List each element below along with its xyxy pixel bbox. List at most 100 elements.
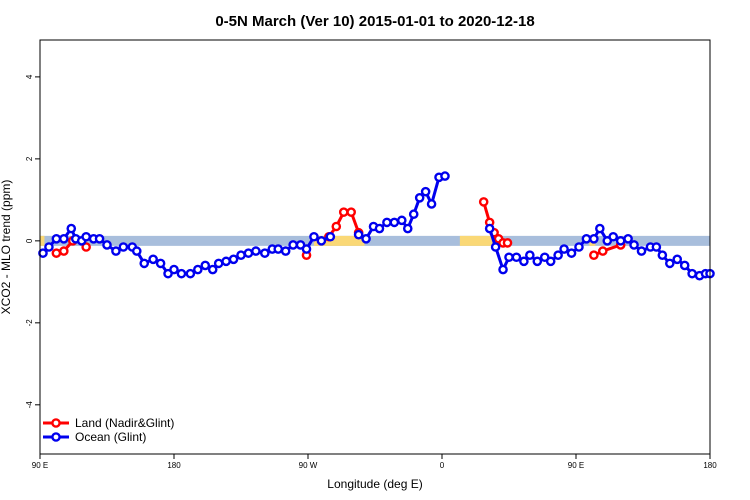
ocean-data-point <box>251 246 261 256</box>
ocean-data-point <box>213 258 224 269</box>
ocean-data-point <box>207 264 218 275</box>
ocean-data-point <box>657 250 668 260</box>
ocean-data-point <box>636 246 647 256</box>
ocean-data-point <box>498 264 508 275</box>
ocean-data-point <box>131 246 142 256</box>
ocean-data-point <box>288 240 298 250</box>
land-data-point <box>81 242 91 252</box>
ocean-data-point <box>389 217 400 228</box>
ocean-data-point <box>273 244 284 254</box>
ocean-data-point <box>81 231 91 242</box>
legend: Land (Nadir&Glint)Ocean (Glint) <box>43 416 174 444</box>
y-tick-label: 2 <box>25 156 34 161</box>
legend-ocean-marker <box>51 432 61 442</box>
ocean-data-point <box>402 223 413 234</box>
ocean-data-point <box>236 250 246 260</box>
x-axis: 90 E 180 90 W 0 90 E 180 <box>32 454 717 470</box>
ocean-data-point <box>440 171 450 181</box>
ocean-data-point <box>545 256 556 267</box>
ocean-data-point <box>484 223 495 234</box>
ocean-data-point <box>396 215 407 226</box>
land-data-point <box>331 221 342 232</box>
ocean-data-point <box>608 231 619 242</box>
x-tick-label: 0 <box>440 461 445 470</box>
y-tick-label: -4 <box>25 401 34 409</box>
ocean-data-point <box>325 231 336 242</box>
ocean-data-point <box>589 234 599 244</box>
ocean-data-point <box>374 223 385 234</box>
ocean-data-point <box>679 260 690 271</box>
ocean-data-point <box>200 260 211 271</box>
ocean-data-point <box>118 242 129 252</box>
chart-title: 0-5N March (Ver 10) 2015-01-01 to 2020-1… <box>215 13 534 30</box>
ocean-data-point <box>353 229 364 240</box>
ocean-data-point <box>519 256 529 267</box>
ocean-data-point <box>687 268 697 279</box>
ocean-data-point <box>243 248 254 258</box>
x-tick-label: 180 <box>167 461 181 470</box>
legend-ocean-label: Ocean (Glint) <box>75 430 146 444</box>
ocean-data-point <box>490 242 501 252</box>
ocean-data-point <box>59 234 69 244</box>
ocean-data-point <box>665 258 675 269</box>
land-data-point <box>478 197 489 207</box>
ocean-data-point <box>260 248 270 258</box>
ocean-data-point <box>193 264 203 275</box>
ocean-data-point <box>221 256 231 267</box>
legend-land-label: Land (Nadir&Glint) <box>75 416 174 430</box>
x-tick-label: 90 E <box>32 461 48 470</box>
y-tick-label: 0 <box>25 238 34 243</box>
ocean-data-point <box>155 258 166 269</box>
x-tick-label: 90 W <box>299 461 318 470</box>
ocean-data-point <box>94 234 105 244</box>
ocean-data-point <box>559 244 569 254</box>
ocean-data-point <box>185 268 196 279</box>
land-data-point <box>51 248 62 258</box>
ocean-data-point <box>651 242 662 252</box>
ocean-data-point <box>309 231 319 242</box>
ocean-data-point <box>629 240 639 250</box>
ocean-data-point <box>51 234 62 244</box>
ocean-data-point <box>361 234 371 244</box>
ocean-data-point <box>102 240 112 250</box>
ocean-data-point <box>280 246 291 256</box>
x-tick-label: 180 <box>703 461 717 470</box>
ocean-data-point <box>44 242 54 252</box>
ocean-data-point <box>511 252 522 263</box>
ocean-data-point <box>581 234 592 244</box>
plot-area <box>38 171 715 281</box>
ocean-data-point <box>139 258 150 269</box>
ocean-data-point <box>595 223 605 234</box>
ocean-data-point <box>169 264 179 275</box>
land-data-point <box>589 250 599 260</box>
y-tick-label: -2 <box>25 319 34 327</box>
ocean-data-point <box>111 246 121 256</box>
ocean-data-point <box>615 236 626 246</box>
ocean-data-point <box>148 254 158 265</box>
land-data-point <box>338 207 349 217</box>
land-data-point <box>346 207 356 217</box>
ocean-data-point <box>382 217 392 228</box>
ocean-data-point <box>414 193 425 203</box>
ocean-data-point <box>532 256 543 267</box>
legend-land-marker <box>51 418 61 428</box>
y-tick-label: 4 <box>25 74 34 79</box>
ocean-series <box>38 171 715 281</box>
ocean-data-point <box>574 242 584 252</box>
x-axis-label: Longitude (deg E) <box>327 477 422 491</box>
x-tick-label: 90 E <box>568 461 584 470</box>
ocean-data-point <box>408 209 419 220</box>
plot-frame <box>39 39 711 455</box>
ocean-data-point <box>525 250 535 260</box>
ocean-data-point <box>38 248 48 258</box>
ocean-data-point <box>420 186 431 197</box>
ocean-data-point <box>623 234 633 244</box>
land-data-point <box>598 246 608 256</box>
ocean-data-point <box>176 268 187 279</box>
ocean-data-point <box>316 236 327 246</box>
ocean-data-point <box>426 199 437 209</box>
ocean-data-point <box>553 250 563 260</box>
y-axis-label: XCO2 - MLO trend (ppm) <box>0 180 13 315</box>
land-data-point <box>502 238 513 248</box>
